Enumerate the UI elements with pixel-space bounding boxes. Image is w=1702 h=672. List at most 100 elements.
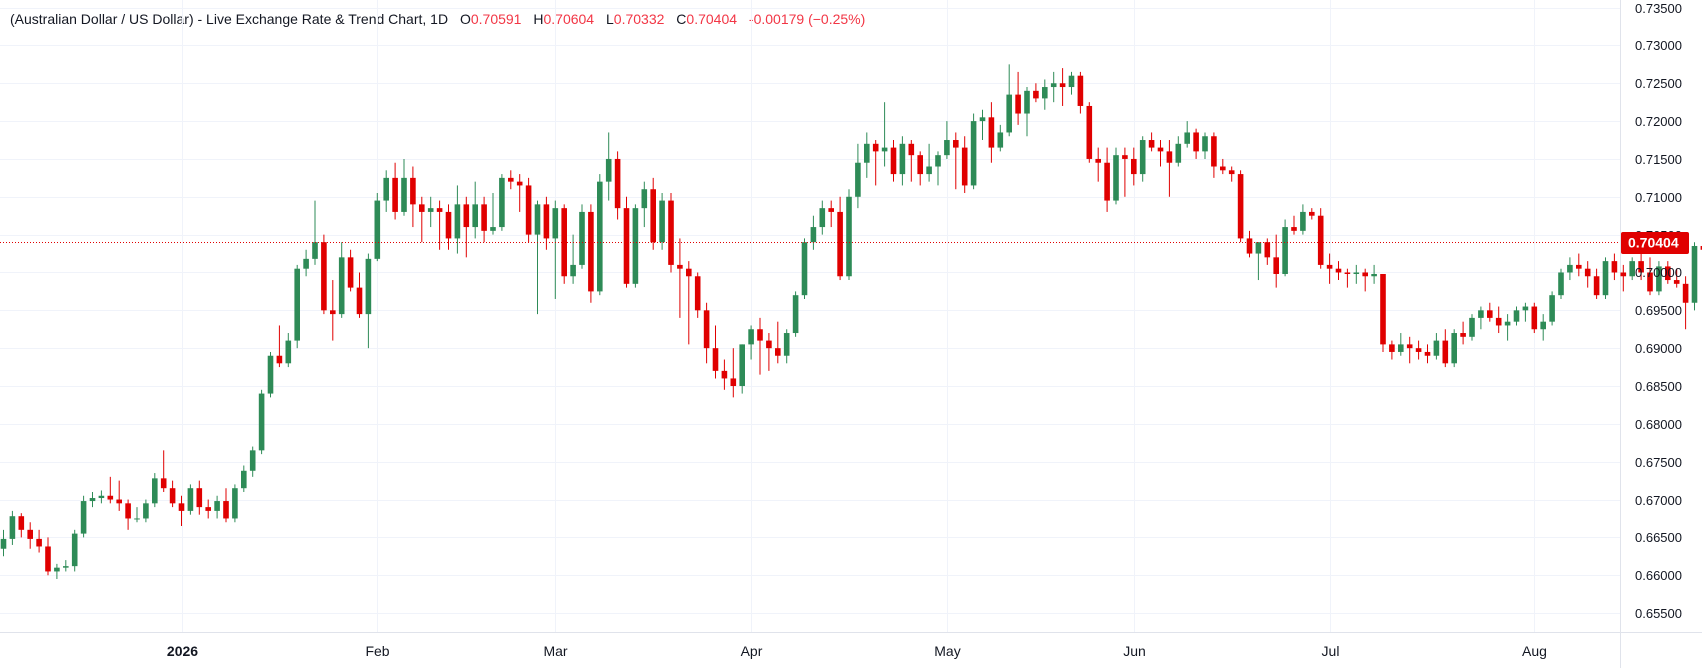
candle [659, 193, 665, 250]
candle-body [659, 200, 665, 243]
candle-body [241, 470, 247, 489]
candle [579, 204, 585, 269]
high-value: 0.70604 [543, 11, 595, 27]
candle-body [9, 516, 16, 539]
candle-body [961, 147, 968, 186]
y-tick-label: 0.72500 [1635, 76, 1682, 91]
candle-body [739, 344, 745, 387]
change-value: -0.00179 (−0.25%) [748, 11, 866, 27]
candle-body [125, 503, 131, 519]
candle [1228, 166, 1235, 182]
candle-body [1139, 140, 1146, 175]
candles [0, 64, 1702, 580]
candle [0, 529, 7, 557]
candle [1166, 140, 1173, 197]
candle [641, 181, 648, 228]
candle-body [588, 211, 594, 292]
candle-body [196, 488, 203, 508]
candle [694, 272, 701, 318]
candle-body [1344, 272, 1351, 274]
candle-body [703, 310, 710, 349]
candle [1691, 242, 1698, 311]
candle-body [116, 499, 122, 504]
candle-body [1317, 215, 1324, 265]
y-tick-label: 0.68000 [1635, 417, 1682, 432]
y-tick-label: 0.70000 [1635, 265, 1682, 280]
candle [27, 522, 33, 549]
candle [1077, 71, 1084, 114]
candle [1184, 121, 1190, 148]
candle [1415, 340, 1422, 360]
last-price-value: 0.70404 [1628, 235, 1679, 251]
candle-body [1015, 94, 1021, 114]
candle-body [98, 495, 105, 499]
candle [490, 193, 496, 235]
candle [80, 495, 87, 538]
candle [196, 480, 203, 515]
candle-body [152, 478, 158, 504]
candle [481, 196, 487, 243]
candle [819, 200, 826, 235]
candle [321, 234, 327, 315]
candle [1665, 261, 1671, 284]
candle [837, 196, 843, 281]
candle [401, 158, 407, 216]
candle [1264, 238, 1271, 265]
candle-body [267, 355, 274, 394]
y-tick-label: 0.69500 [1635, 303, 1682, 318]
y-tick-label: 0.69000 [1635, 341, 1682, 356]
candle-body [1647, 272, 1653, 292]
candle-body [890, 147, 897, 175]
candle-body [1487, 310, 1493, 318]
candle-body [1228, 170, 1235, 175]
candle [552, 200, 559, 299]
candle-body [623, 208, 630, 284]
candle [828, 200, 834, 228]
candle [935, 151, 941, 186]
candle-body [1175, 143, 1182, 163]
candle-body [516, 181, 523, 186]
candle [846, 189, 852, 281]
candle-body [730, 378, 737, 387]
candle-body [1656, 266, 1662, 292]
candle [1620, 264, 1627, 292]
candle [757, 317, 763, 375]
chart-legend: (Australian Dollar / US Dollar) - Live E… [10, 11, 865, 27]
candle-body [1033, 90, 1039, 99]
candle [1033, 83, 1039, 103]
candle [1513, 306, 1520, 326]
candle-body [792, 295, 799, 334]
price-axis[interactable]: 0.73500 0.73000 0.72500 0.72000 0.71500 0.710… [1635, 1, 1682, 621]
candle [810, 215, 817, 250]
candle-body [143, 503, 149, 519]
candle [71, 529, 78, 572]
y-tick-label: 0.66000 [1635, 568, 1682, 583]
candle [632, 204, 639, 288]
candle [232, 484, 238, 523]
candle-body [187, 488, 194, 511]
candle-body [1513, 310, 1520, 322]
candle [1015, 71, 1021, 125]
candle-body [1531, 306, 1538, 330]
candle-body [1246, 238, 1253, 254]
candle [1024, 87, 1030, 137]
candle [605, 132, 612, 201]
candle-body [36, 538, 42, 547]
candle [712, 325, 719, 379]
candle [730, 348, 737, 398]
candle [330, 280, 336, 341]
candle [1113, 147, 1119, 205]
candle-body [338, 257, 345, 315]
candle [766, 333, 772, 371]
candle [1424, 344, 1431, 364]
candle [748, 325, 754, 360]
time-axis[interactable]: 2026 Feb Mar Apr May Jun Jul Aug [167, 643, 1547, 659]
candle [1398, 333, 1404, 356]
candle [516, 174, 523, 212]
candle [45, 537, 51, 576]
candle [472, 181, 478, 239]
candle-body [1424, 351, 1431, 356]
candle-body [71, 533, 78, 567]
candle [650, 177, 656, 250]
